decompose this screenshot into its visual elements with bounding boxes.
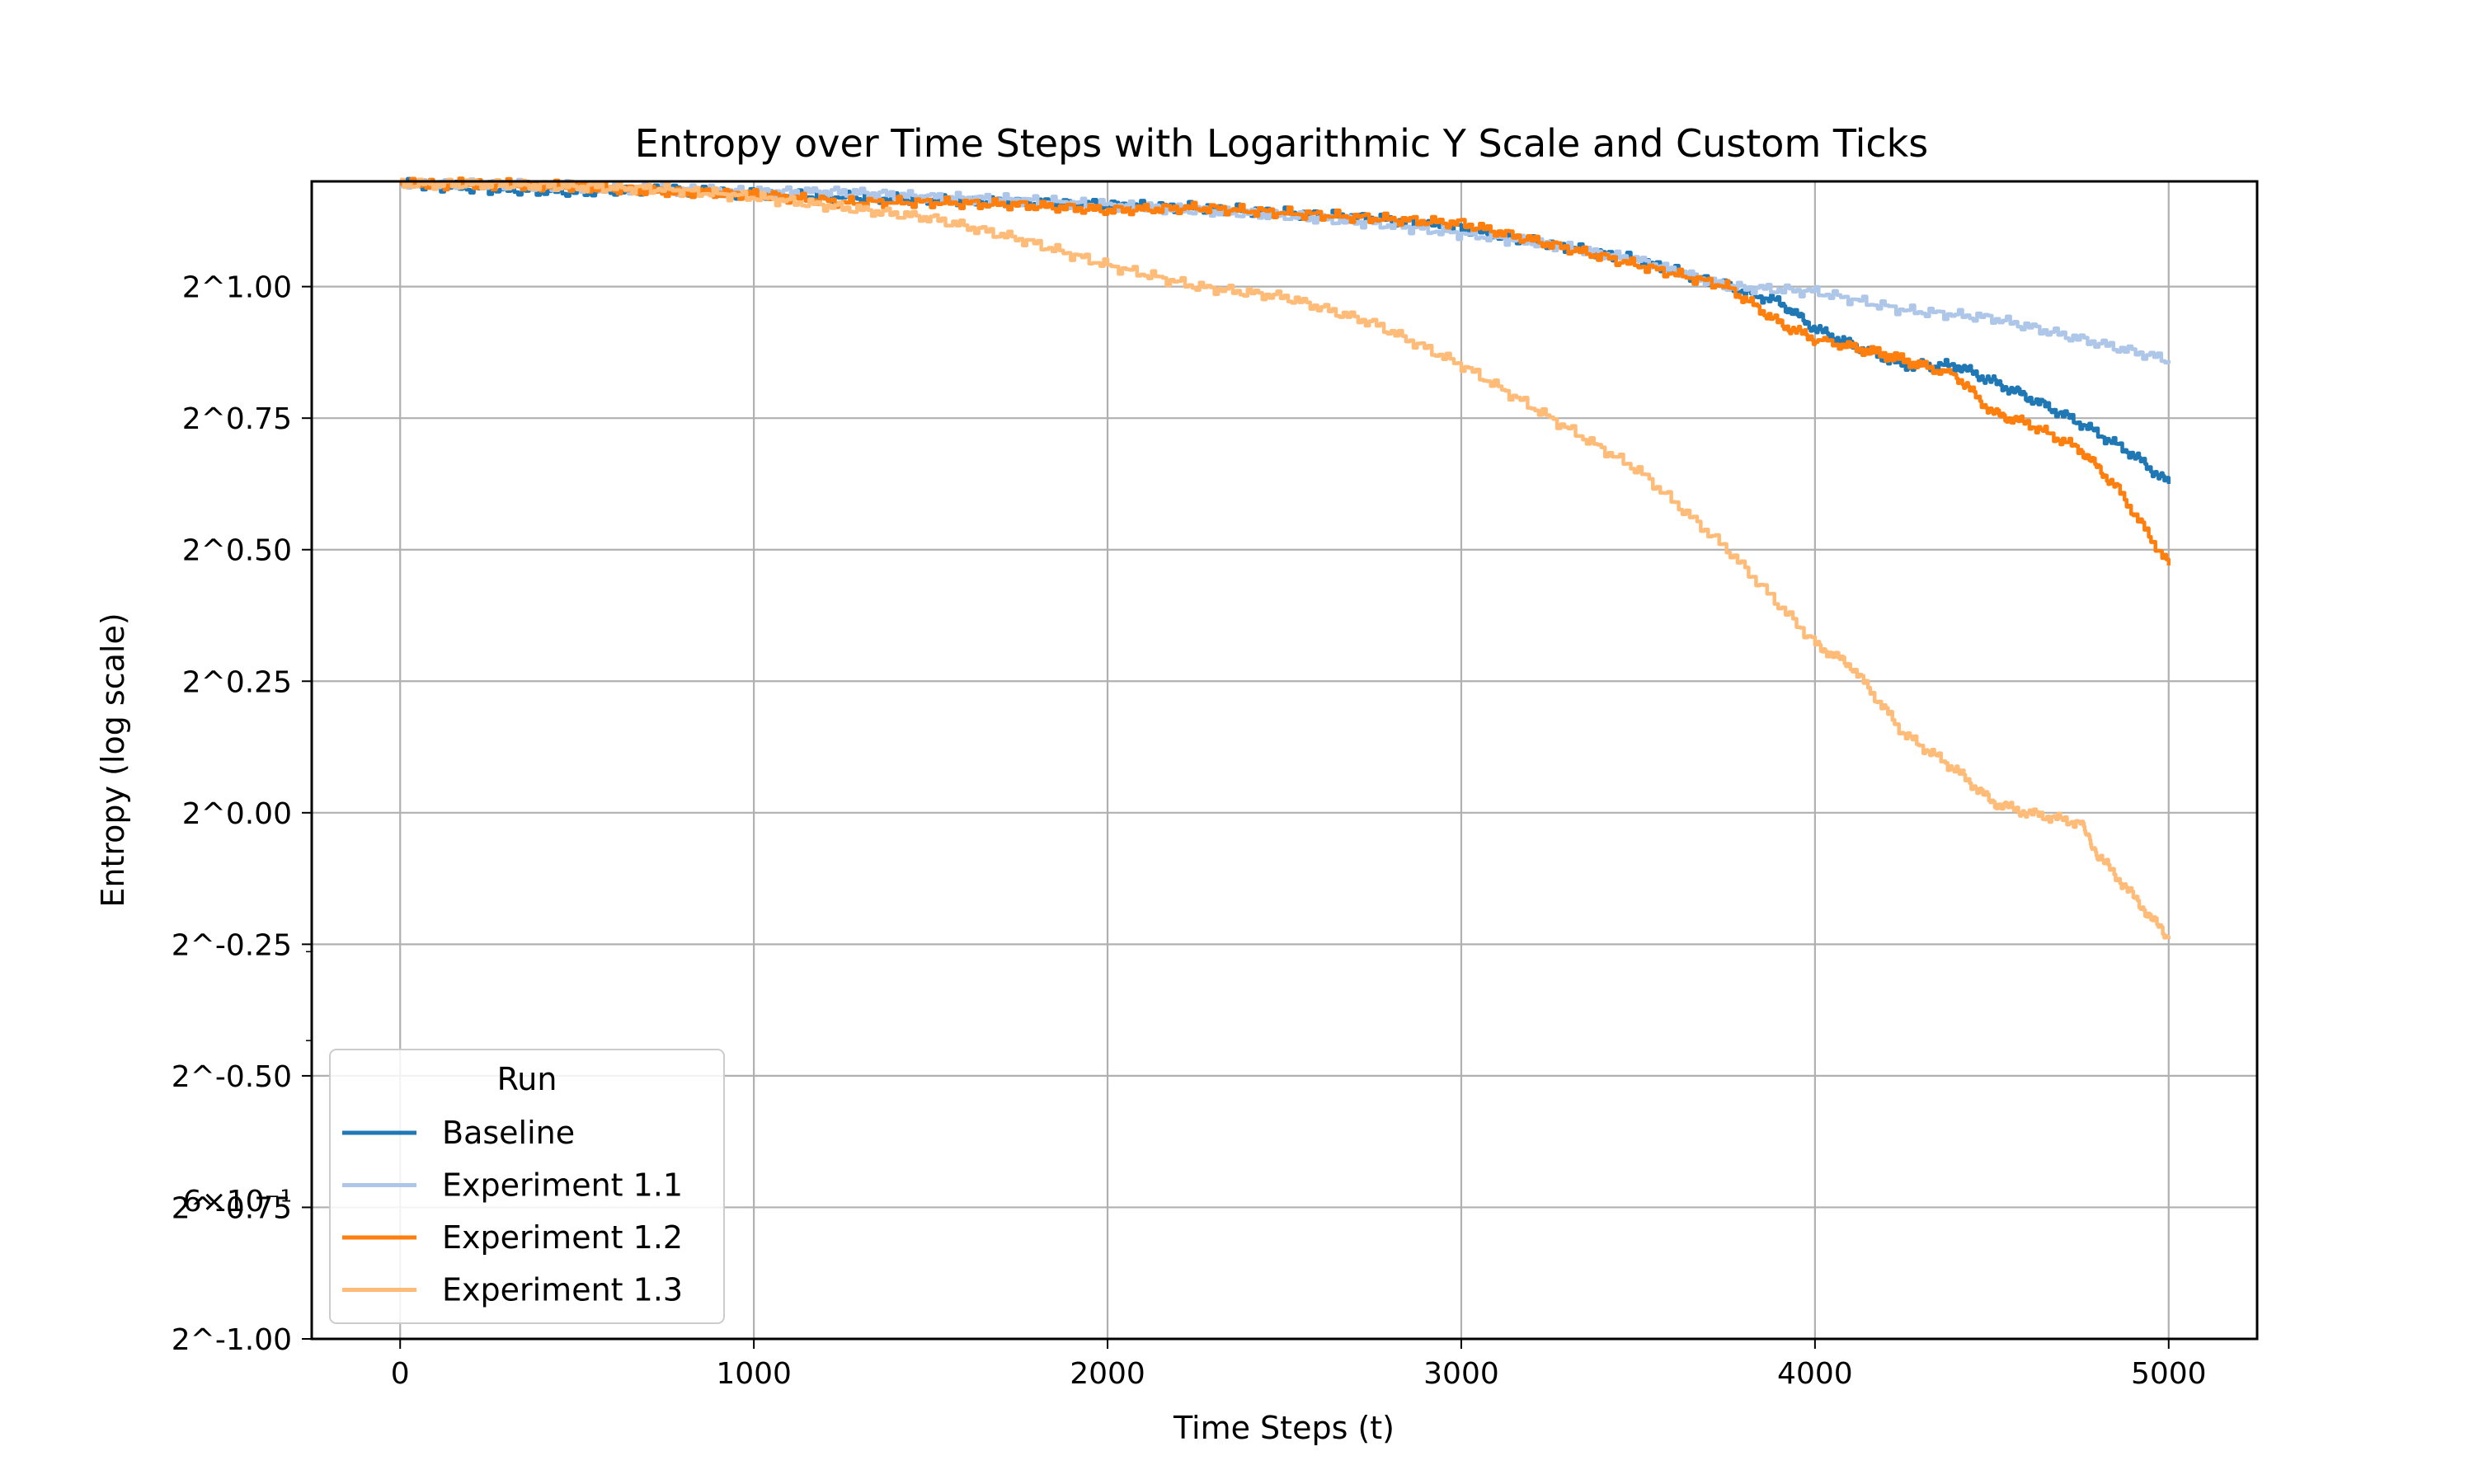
y-axis: 2^1.00 2^0.75 2^0.50 2^0.25 2^0.00 2^-0.25 2^-… — [172, 271, 312, 1357]
y-tick-label: 2^0.00 — [182, 797, 292, 831]
y-tick-label: 2^-0.25 — [172, 928, 292, 962]
x-tick-label: 5000 — [2131, 1357, 2207, 1391]
x-tick-label: 4000 — [1777, 1357, 1853, 1391]
x-tick-label: 1000 — [716, 1357, 792, 1391]
legend-items: Baseline Experiment 1.1 Experiment 1.2 Expe… — [342, 1115, 683, 1308]
series-line-4 — [400, 177, 2171, 940]
legend-box — [329, 1049, 725, 1324]
legend-label: Experiment 1.1 — [442, 1167, 683, 1204]
x-axis: 0 1000 2000 3000 4000 5000 — [391, 1339, 2207, 1391]
y-tick-label: 2^-1.00 — [172, 1323, 292, 1357]
series-line-3 — [400, 176, 2171, 566]
y-overlap-label: 6×10⁻¹ — [183, 1185, 292, 1219]
x-axis-title: Time Steps (t) — [1173, 1410, 1395, 1446]
legend-title: Run — [497, 1061, 557, 1097]
y-tick-label: 2^-0.50 — [172, 1060, 292, 1094]
y-tick-label: 2^0.75 — [182, 402, 292, 436]
y-tick-label: 2^1.00 — [182, 271, 292, 305]
x-tick-label: 0 — [391, 1357, 410, 1391]
legend-label: Experiment 1.3 — [442, 1272, 683, 1308]
y-axis-title: Entropy (log scale) — [95, 613, 131, 907]
grid-lines — [312, 181, 2257, 1341]
series-line-1 — [400, 176, 2171, 484]
legend-label: Baseline — [442, 1115, 575, 1151]
chart-title: Entropy over Time Steps with Logarithmic… — [635, 121, 1929, 166]
legend-label: Experiment 1.2 — [442, 1219, 683, 1256]
legend: Run Baseline Experiment 1.1 Experiment 1.2… — [329, 1049, 725, 1324]
y-tick-label: 2^0.25 — [182, 665, 292, 699]
series-layer — [400, 176, 2171, 940]
x-tick-label: 3000 — [1423, 1357, 1499, 1391]
x-tick-label: 2000 — [1070, 1357, 1145, 1391]
y-tick-label: 2^0.50 — [182, 534, 292, 568]
plot-frame — [310, 180, 2259, 1341]
y-tick-label: 2^-0.75 — [172, 1191, 292, 1225]
